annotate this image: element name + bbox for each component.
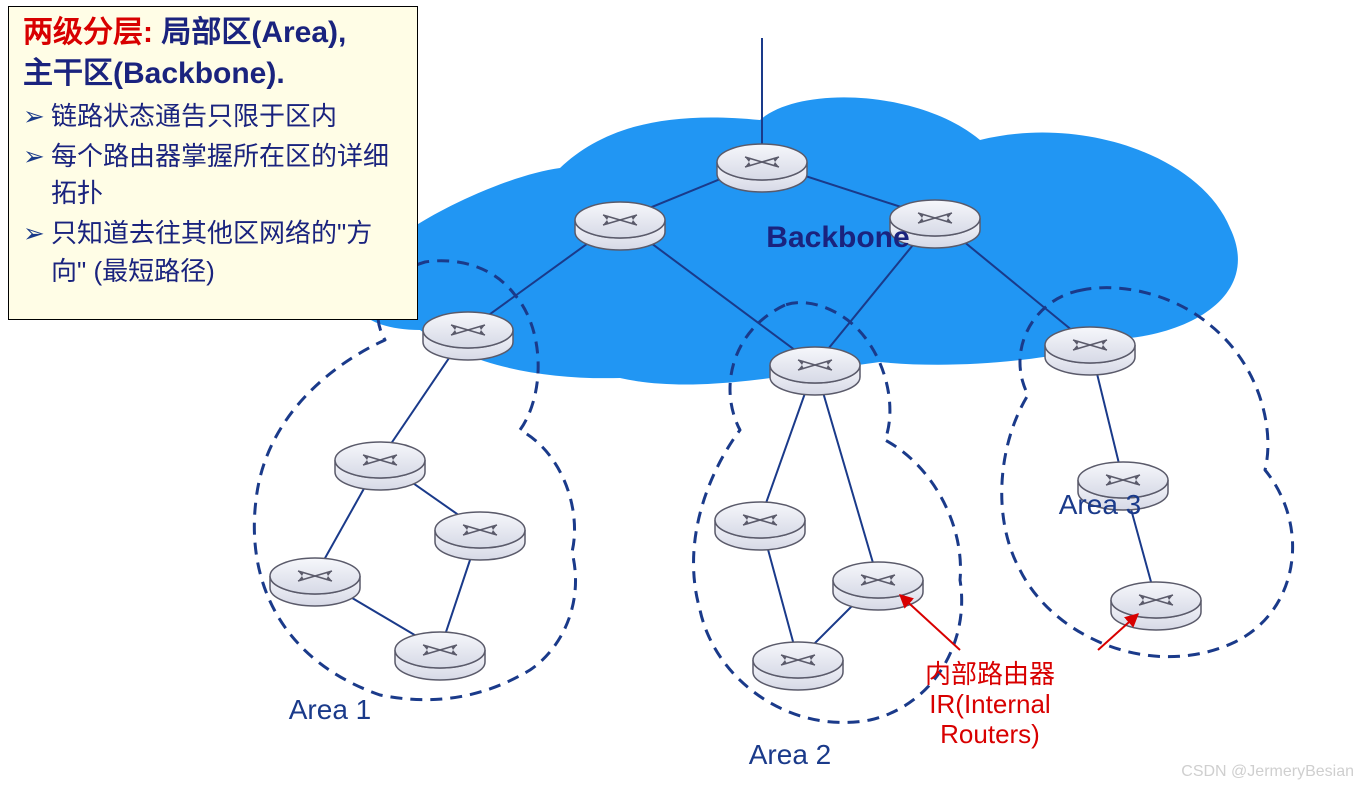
- router-icon: [753, 642, 843, 690]
- annotation-line: Routers): [925, 720, 1055, 750]
- router-icon: [770, 347, 860, 395]
- router-icon: [335, 442, 425, 490]
- router-icon: [1111, 582, 1201, 630]
- router-icon: [575, 202, 665, 250]
- info-box: 两级分层: 局部区(Area), 主干区(Backbone). 链路状态通告只限…: [8, 6, 418, 320]
- area-label: Area 1: [289, 694, 372, 726]
- router-icon: [717, 144, 807, 192]
- annotation-arrow: [900, 595, 960, 650]
- area-label: Area 2: [749, 739, 832, 771]
- info-title: 两级分层: 局部区(Area), 主干区(Backbone).: [23, 13, 403, 94]
- watermark: CSDN @JermeryBesian: [1181, 763, 1354, 781]
- edge: [815, 365, 878, 580]
- router-icon: [715, 502, 805, 550]
- info-bullets: 链路状态通告只限于区内每个路由器掌握所在区的详细拓扑只知道去往其他区网络的"方向…: [23, 98, 403, 290]
- annotation-line: 内部路由器: [925, 660, 1055, 690]
- router-icon: [435, 512, 525, 560]
- annotation-line: IR(Internal: [925, 690, 1055, 720]
- info-bullet: 链路状态通告只限于区内: [51, 98, 403, 136]
- info-bullet: 只知道去往其他区网络的"方向" (最短路径): [51, 215, 403, 290]
- backbone-label: Backbone: [766, 221, 909, 255]
- router-icon: [423, 312, 513, 360]
- area-label: Area 3: [1059, 489, 1142, 521]
- router-icon: [1045, 327, 1135, 375]
- router-icon: [395, 632, 485, 680]
- info-bullet: 每个路由器掌握所在区的详细拓扑: [51, 138, 403, 213]
- info-title-prefix: 两级分层:: [23, 16, 153, 49]
- router-icon: [270, 558, 360, 606]
- diagram-canvas: 两级分层: 局部区(Area), 主干区(Backbone). 链路状态通告只限…: [0, 0, 1372, 791]
- internal-routers-annotation: 内部路由器IR(InternalRouters): [925, 660, 1055, 750]
